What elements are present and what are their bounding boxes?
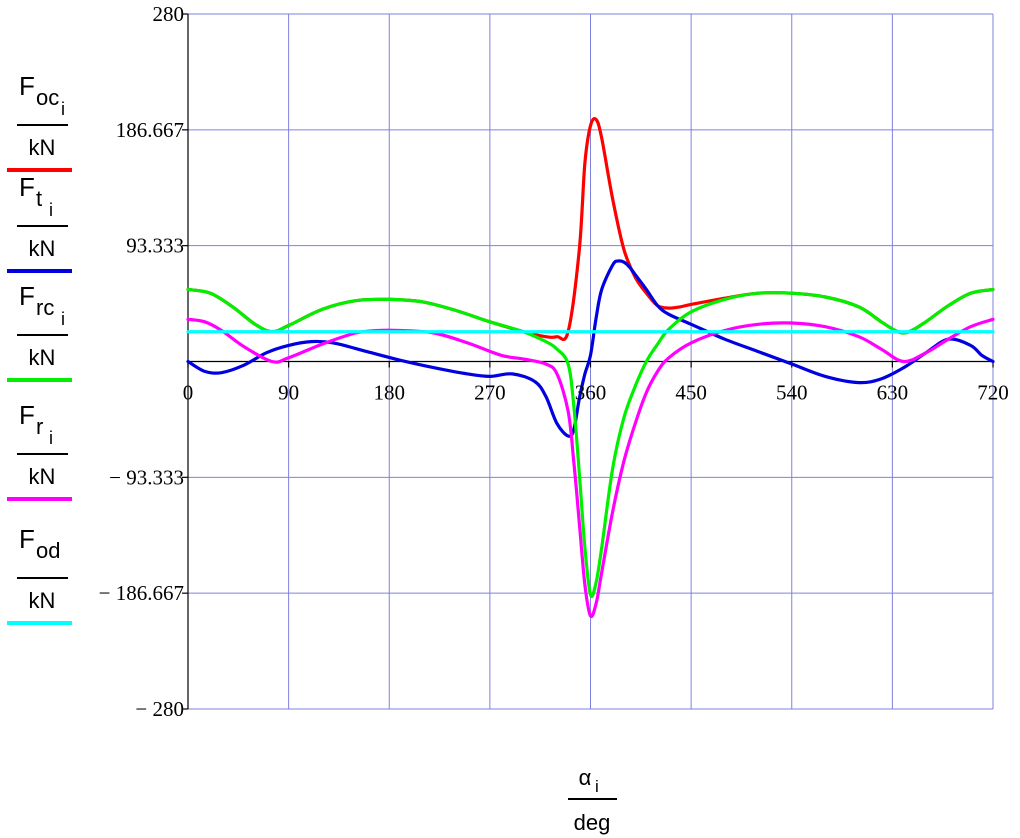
- x-tick-label: 180: [374, 381, 406, 405]
- y-tick-label: − 280: [135, 697, 184, 721]
- legend-series-sub: t: [36, 186, 42, 211]
- legend-series-unit: kN: [29, 588, 56, 613]
- x-label-numerator: α: [579, 765, 592, 790]
- legend-series-subsub: i: [61, 99, 65, 119]
- y-tick-labels: 280 186.667 93.333 − 93.333 − 186.667 − 280: [99, 2, 184, 721]
- x-tick-label: 540: [776, 381, 808, 405]
- y-tick-label: − 93.333: [109, 465, 184, 489]
- x-tick-label: 270: [474, 381, 506, 405]
- x-tick-label: 360: [575, 381, 607, 405]
- series-line-rc: [186, 287, 995, 599]
- x-label-denominator: deg: [574, 810, 611, 835]
- series-line-r: [186, 317, 995, 619]
- y-tick-label: 93.333: [126, 234, 184, 258]
- x-label-subscript: i: [595, 777, 599, 796]
- legend-series-unit: kN: [29, 135, 56, 160]
- legend-series-unit: kN: [29, 345, 56, 370]
- x-axis-label: α i deg: [568, 765, 617, 835]
- legend-series-sub: rc: [36, 295, 54, 320]
- legend-series-name: F: [19, 172, 35, 202]
- y-tick-label: − 186.667: [99, 581, 184, 605]
- legend-series-name: F: [19, 524, 35, 554]
- x-tick-label: 90: [278, 381, 299, 405]
- series-lines: [186, 116, 995, 619]
- x-tick-label: 720: [977, 381, 1009, 405]
- legend-series-name: F: [19, 71, 35, 101]
- legend-series-unit: kN: [29, 236, 56, 261]
- legend-series-unit: kN: [29, 464, 56, 489]
- x-tick-labels: 0 90 180 270 360 450 540 630 720: [183, 381, 1009, 405]
- x-tick-label: 630: [877, 381, 909, 405]
- y-tick-label: 186.667: [116, 118, 184, 142]
- legend-series-sub: oc: [36, 85, 59, 110]
- legend-series-subsub: i: [49, 200, 53, 220]
- legend-series-subsub: i: [61, 309, 65, 329]
- legend-series-sub: od: [36, 538, 60, 563]
- legend-series-name: F: [19, 400, 35, 430]
- legend-series-name: F: [19, 281, 35, 311]
- x-tick-label: 0: [183, 381, 194, 405]
- legend-series-subsub: i: [49, 428, 53, 448]
- x-tick-label: 450: [675, 381, 707, 405]
- series-line-t: [186, 259, 995, 438]
- y-tick-label: 280: [153, 2, 185, 26]
- legend-series-sub: r: [36, 414, 43, 439]
